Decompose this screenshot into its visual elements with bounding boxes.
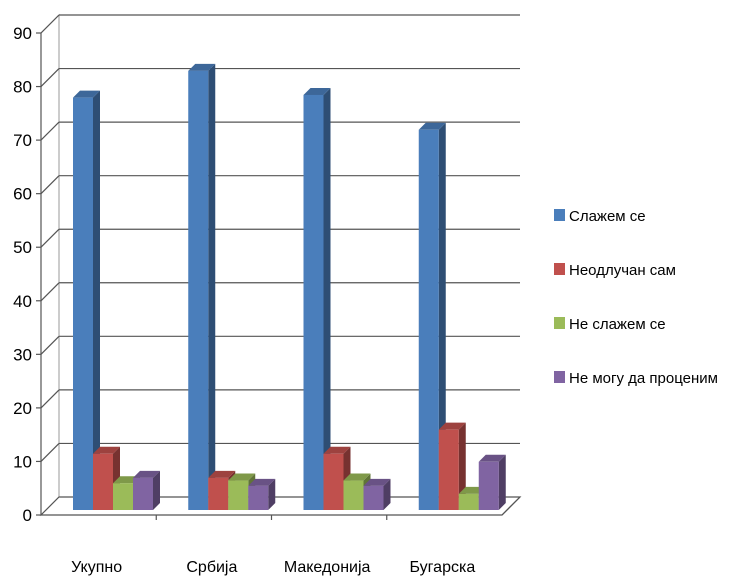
bar-side (93, 90, 100, 510)
bar-front (208, 477, 229, 510)
y-axis-ticks: 0 10 20 30 40 50 60 70 80 90 (13, 24, 41, 525)
gridline-diagonal (40, 282, 60, 302)
bar-top (133, 470, 160, 478)
bar-top (363, 478, 391, 486)
legend-label: Не могу да проценим (569, 370, 718, 387)
gridline-diagonal (40, 228, 60, 248)
gridline-diagonal (40, 68, 60, 87)
gridline-diagonal (40, 175, 60, 195)
bar (478, 454, 506, 510)
bar-side (208, 63, 216, 510)
bar-side (498, 454, 506, 510)
bar-front (343, 480, 364, 510)
bar-front (418, 129, 439, 510)
bar-front (478, 461, 499, 510)
bar (363, 478, 391, 510)
legend-label: Не слажем се (569, 316, 666, 333)
bar-front (458, 493, 479, 510)
x-tick-label: Укупно (71, 559, 122, 576)
legend-swatch (554, 317, 565, 329)
y-tick-label: 80 (13, 78, 32, 97)
bar (438, 422, 466, 510)
gridline-diagonal (40, 335, 60, 355)
bar-top (303, 87, 331, 95)
legend-item: Слажем се (554, 208, 646, 225)
bar-front (228, 480, 249, 510)
legend-label: Неодлучан сам (569, 262, 676, 279)
gridline-diagonal (40, 443, 60, 462)
y-tick-label: 50 (13, 238, 32, 257)
bars (73, 63, 506, 510)
legend-swatch (554, 209, 565, 221)
bar-top (478, 454, 506, 462)
bar (133, 470, 160, 510)
x-axis-labels: Укупно Србија Македонија Бугарска (71, 559, 475, 576)
legend-item: Не могу да проценим (554, 370, 718, 387)
bar (303, 87, 331, 510)
y-tick-label: 0 (23, 506, 32, 525)
bar-side (438, 122, 446, 510)
y-tick-label: 30 (13, 345, 32, 364)
bar-top (343, 473, 371, 481)
x-tick-label: Македонија (284, 559, 371, 576)
bar-front (73, 97, 93, 510)
bar-top (188, 63, 216, 71)
bar-top (228, 473, 256, 481)
gridlines (40, 14, 520, 462)
y-tick-label: 60 (13, 185, 32, 204)
floor-edge (501, 496, 521, 516)
legend-item: Не слажем се (554, 316, 666, 333)
bar-side (153, 470, 160, 510)
bar-front (93, 453, 113, 510)
y-tick-label: 40 (13, 292, 32, 311)
axes (40, 33, 521, 520)
bar-top (93, 446, 120, 454)
bar-front (323, 453, 344, 510)
bar-front (303, 94, 324, 510)
y-tick-label: 70 (13, 131, 32, 150)
bar-top (208, 470, 236, 478)
bar-front (248, 485, 269, 510)
bar-side (383, 478, 391, 510)
bar-top (438, 422, 466, 430)
y-tick-label: 90 (13, 24, 32, 43)
legend-swatch (554, 263, 565, 275)
gridline-diagonal (40, 389, 60, 409)
legend-swatch (554, 371, 565, 383)
bar-side (458, 422, 466, 510)
bar-top (418, 122, 446, 130)
bar-top (73, 90, 100, 98)
bar (188, 63, 216, 510)
y-tick-label: 10 (13, 452, 32, 471)
legend-label: Слажем се (569, 208, 646, 225)
legend-item: Неодлучан сам (554, 262, 676, 279)
bar-side (268, 478, 276, 510)
bar-side (323, 87, 331, 510)
bar (248, 478, 276, 510)
bar-top (323, 446, 351, 454)
y-tick-label: 20 (13, 399, 32, 418)
bar-front (438, 429, 459, 510)
bar (418, 122, 446, 510)
bar-front (188, 70, 209, 510)
gridline-diagonal (40, 14, 60, 34)
bar-front (133, 477, 153, 510)
x-tick-label: Бугарска (410, 559, 476, 576)
bar-front (363, 485, 384, 510)
side-wall (40, 13, 60, 517)
gridline-diagonal (40, 121, 60, 141)
x-tick-label: Србија (186, 559, 237, 576)
legend: Слажем се Неодлучан сам Не слажем се Не мог… (554, 208, 718, 387)
bar-front (113, 483, 133, 510)
bar-top (248, 478, 276, 486)
chart-walls (39, 13, 522, 517)
bar (73, 90, 100, 510)
